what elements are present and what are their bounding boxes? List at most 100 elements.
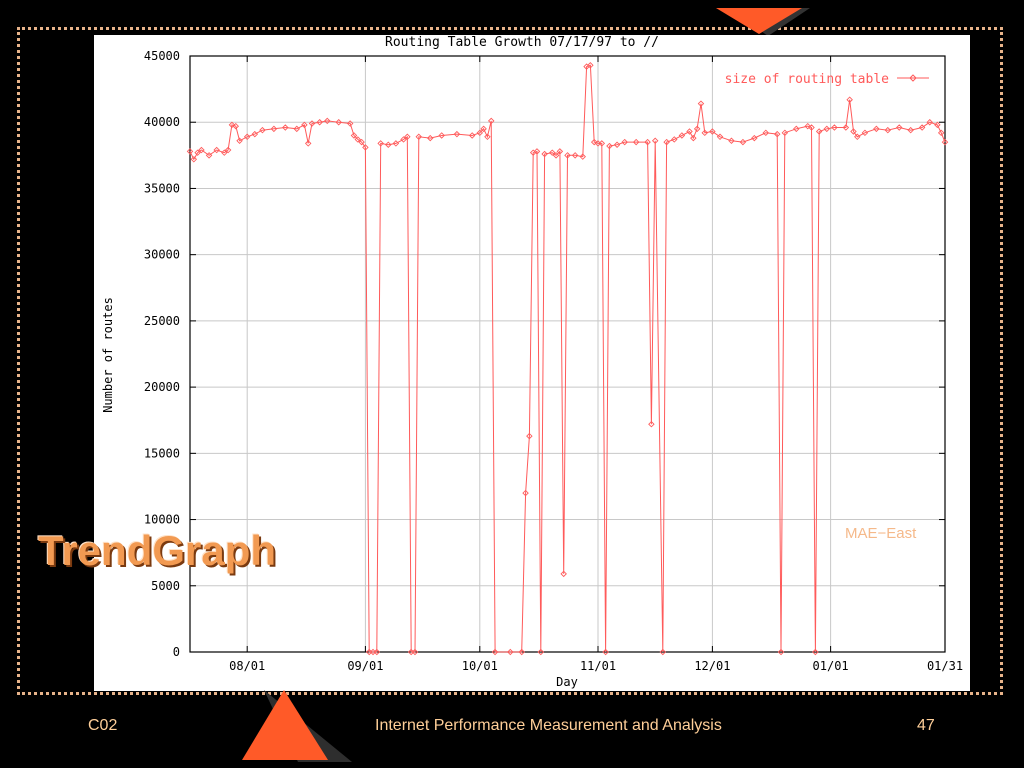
y-tick-label: 25000	[144, 314, 180, 328]
data-point	[846, 96, 853, 103]
data-point	[854, 133, 861, 141]
data-point	[507, 648, 514, 656]
data-point	[415, 133, 423, 141]
data-point	[213, 146, 220, 154]
x-tick-label: 01/31	[927, 659, 963, 673]
data-point	[335, 118, 342, 126]
data-point	[812, 648, 819, 656]
data-point	[304, 140, 312, 147]
data-point	[613, 141, 621, 148]
data-point	[404, 133, 411, 141]
data-point	[190, 156, 198, 163]
data-point	[426, 134, 434, 142]
plot-area	[189, 55, 946, 653]
data-point	[571, 152, 579, 159]
data-point	[716, 133, 724, 141]
data-point	[762, 129, 770, 137]
data-point	[648, 420, 655, 428]
data-point	[301, 121, 308, 129]
data-point	[831, 124, 838, 131]
data-point	[678, 132, 686, 139]
y-tick-label: 10000	[144, 513, 180, 527]
data-point	[808, 124, 815, 131]
data-point	[362, 144, 369, 151]
data-point	[934, 121, 941, 129]
data-point	[884, 126, 892, 134]
series-size-of-routing-table	[186, 62, 949, 656]
legend: size of routing table	[725, 72, 929, 87]
data-point	[873, 125, 880, 133]
x-axis-label: Day	[556, 675, 578, 689]
data-point	[373, 648, 381, 656]
bottom-triangle-decoration	[242, 690, 352, 762]
data-point	[937, 129, 945, 137]
data-point	[941, 138, 949, 146]
data-point	[709, 128, 716, 135]
data-point	[541, 150, 548, 158]
data-point	[377, 140, 384, 147]
data-point	[236, 137, 243, 145]
data-point	[823, 125, 831, 133]
data-point	[556, 148, 564, 155]
data-point	[773, 130, 781, 138]
data-point	[488, 117, 495, 125]
footer-course-code: C02	[88, 717, 118, 734]
data-point	[686, 128, 693, 135]
x-tick-label: 12/01	[694, 659, 730, 673]
data-point	[354, 136, 362, 143]
data-point	[861, 129, 869, 137]
data-point	[690, 134, 697, 142]
x-tick-label: 10/01	[462, 659, 498, 673]
data-point	[259, 126, 266, 134]
x-tick-label: 01/01	[813, 659, 849, 673]
footer-page-number: 47	[917, 717, 935, 734]
data-point	[438, 132, 445, 139]
chart-panel: Routing Table Growth 07/17/97 to // 0 500…	[94, 35, 970, 691]
data-point	[907, 126, 914, 134]
x-tick-label: 09/01	[347, 659, 383, 673]
data-point	[392, 140, 400, 147]
data-point	[194, 149, 201, 156]
data-point	[804, 122, 811, 130]
y-tick-label: 5000	[151, 579, 180, 593]
data-point	[728, 137, 735, 145]
data-point	[358, 138, 365, 146]
y-tick-label: 40000	[144, 115, 180, 129]
data-point	[400, 136, 407, 143]
data-point	[232, 122, 239, 130]
data-point	[522, 489, 529, 497]
data-point	[518, 648, 525, 656]
grid-lines	[190, 56, 945, 652]
x-tick-label: 08/01	[229, 659, 265, 673]
data-point	[850, 128, 857, 135]
data-point	[243, 133, 251, 141]
data-point	[560, 570, 567, 578]
data-point	[842, 124, 850, 131]
data-point	[468, 132, 476, 139]
routing-table-chart: Routing Table Growth 07/17/97 to // 0 500…	[101, 35, 963, 689]
data-point	[651, 137, 659, 145]
data-point	[590, 138, 598, 146]
data-point	[587, 62, 594, 69]
data-point	[606, 142, 613, 150]
data-point	[621, 138, 628, 146]
data-point	[659, 648, 667, 656]
data-point	[224, 146, 232, 154]
data-point	[632, 138, 640, 146]
data-point	[476, 129, 484, 137]
data-point	[270, 125, 278, 133]
legend-marker	[909, 74, 917, 82]
data-point	[251, 130, 259, 138]
data-point	[346, 120, 354, 127]
y-tick-label: 45000	[144, 49, 180, 63]
data-point	[221, 149, 228, 156]
x-tick-label: 11/01	[580, 659, 616, 673]
slide-frame	[17, 27, 1003, 695]
data-point	[453, 130, 461, 138]
data-point	[533, 148, 541, 155]
data-point	[663, 138, 670, 146]
data-point	[491, 648, 499, 656]
data-point	[526, 432, 533, 440]
data-point	[186, 148, 194, 155]
data-point	[793, 125, 800, 133]
